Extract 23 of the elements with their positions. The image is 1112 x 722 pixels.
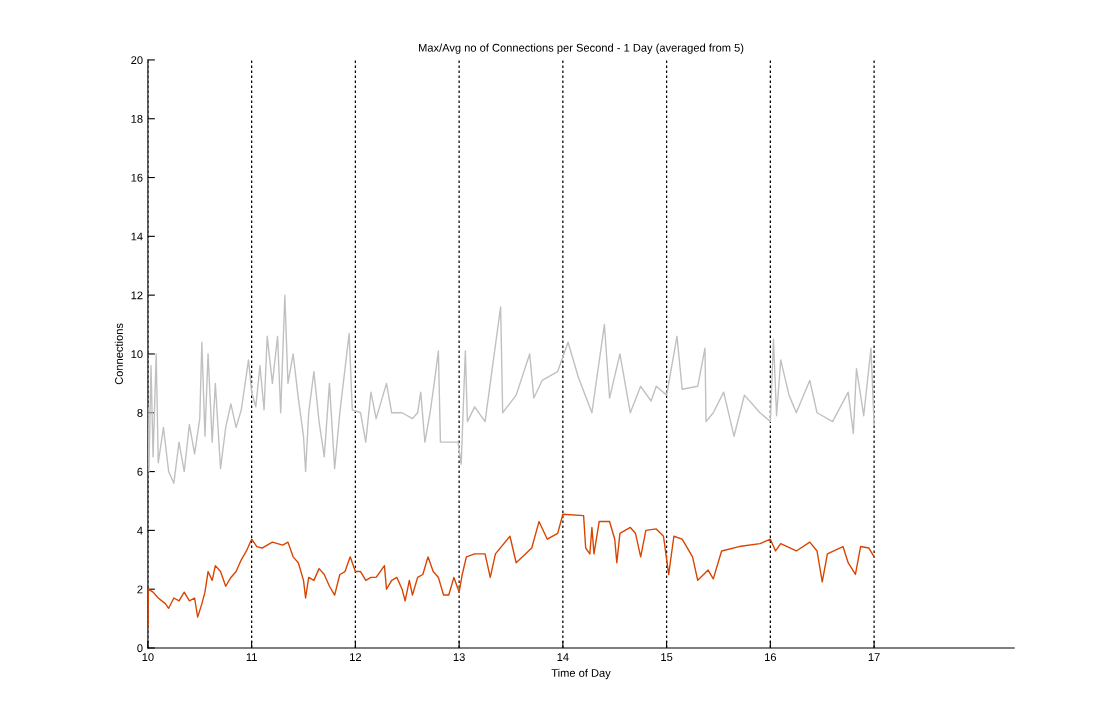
x-tick-label: 17 [868, 653, 880, 661]
y-tick-label: 6 [137, 467, 143, 476]
y-tick-label: 14 [131, 232, 143, 241]
x-tick-label: 13 [453, 653, 465, 662]
x-tick-label: 15 [661, 653, 673, 662]
y-tick-label: 0 [137, 644, 143, 653]
y-tick-label: 12 [131, 291, 143, 300]
x-tick-label: 14 [557, 653, 569, 661]
y-tick-label: 20 [131, 56, 143, 65]
x-axis-title: Time of Day [551, 668, 611, 680]
line-series [147, 513, 875, 629]
y-tick-label: 10 [131, 350, 143, 359]
y-tick-label: 2 [137, 585, 143, 594]
y-tick-label: 8 [137, 409, 143, 417]
x-tick-label: 12 [350, 653, 361, 661]
y-tick-label: 16 [131, 173, 143, 182]
x-tick-label: 11 [246, 653, 257, 661]
y-tick-label: 18 [131, 115, 143, 123]
line-series [147, 294, 875, 485]
y-axis-title: Connections [114, 323, 123, 385]
y-tick-label: 4 [137, 526, 143, 535]
chart-title: Max/Avg no of Connections per Second - 1 Day (averaged from 5) [418, 43, 744, 54]
x-tick-label: 16 [765, 653, 777, 662]
